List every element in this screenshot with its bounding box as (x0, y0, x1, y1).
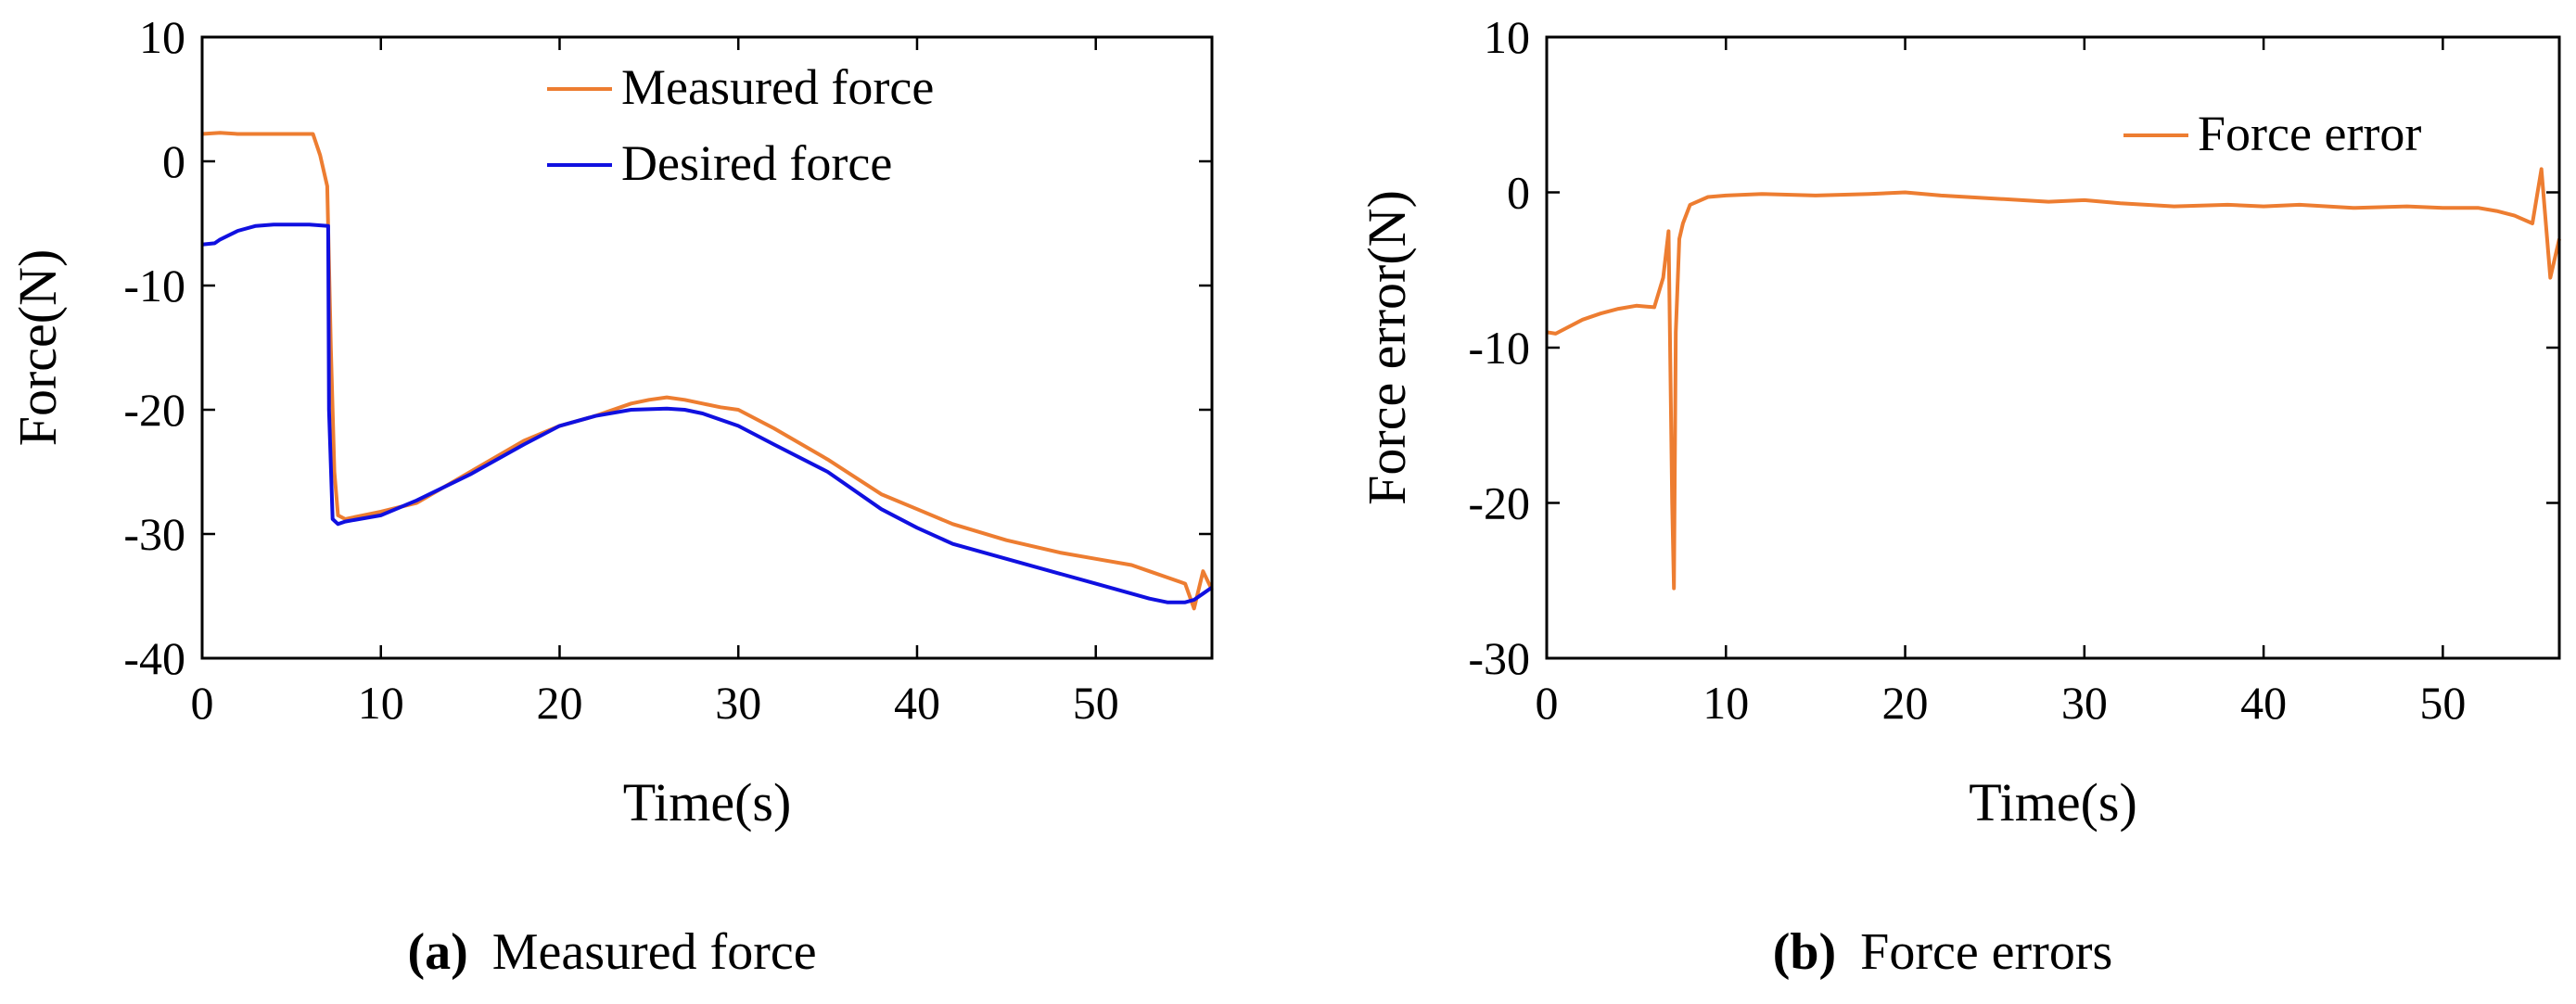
caption-b-letter: b (1790, 923, 1818, 981)
x-tick-label-a-3: 30 (715, 677, 761, 729)
plot-frame-a (200, 35, 1214, 660)
x-tick-label-a-4: 40 (894, 677, 940, 729)
legend-label-b-0: Force error (2198, 106, 2421, 161)
y-tick-label-a-2: -10 (123, 260, 185, 311)
x-tick-label-b-1: 10 (1702, 677, 1749, 729)
chart-force-errors: 0 10 20 30 40 50 10 0 -10 -20 -30 Time(s) Force erro… (1357, 11, 2561, 832)
x-tick-label-a-1: 10 (358, 677, 404, 729)
caption-b: (b) Force errors (1773, 923, 2113, 981)
caption-a-text: Measured force (492, 923, 817, 981)
y-tick-label-a-0: 10 (139, 11, 185, 63)
caption-a: (a) Measured force (407, 923, 816, 981)
x-tick-label-b-3: 30 (2061, 677, 2108, 729)
caption-b-text: Force errors (1860, 923, 2112, 981)
y-tick-label-b-2: -10 (1468, 322, 1530, 374)
y-tick-label-b-0: 10 (1484, 11, 1530, 63)
x-tick-label-b-4: 40 (2240, 677, 2287, 729)
series-line-b-0 (1546, 167, 2561, 591)
caption-a-letter: a (425, 923, 451, 981)
y-tick-label-b-3: -20 (1468, 477, 1530, 529)
y-tick-label-b-1: 0 (1507, 167, 1530, 219)
chart-measured-force: 0 10 20 30 40 50 10 0 -10 -20 -30 -40 Time(s) Force(N… (7, 11, 1214, 832)
x-tick-label-a-2: 20 (536, 677, 582, 729)
series-line-a-1 (201, 222, 1214, 604)
x-tick-label-b-0: 0 (1536, 677, 1559, 729)
y-axis-label-b: Force error(N) (1357, 190, 1417, 505)
legend-label-a-1: Desired force (621, 135, 892, 191)
legend-label-a-0: Measured force (621, 59, 934, 115)
x-tick-label-a-0: 0 (191, 677, 214, 729)
x-tick-label-b-2: 20 (1882, 677, 1929, 729)
x-tick-label-a-5: 50 (1073, 677, 1119, 729)
y-tick-label-a-1: 0 (162, 135, 185, 187)
y-tick-label-b-4: -30 (1468, 632, 1530, 684)
y-tick-label-a-5: -40 (123, 632, 185, 684)
y-tick-label-a-4: -30 (123, 508, 185, 560)
y-axis-label-a: Force(N) (7, 249, 68, 447)
x-axis-label-b: Time(s) (1969, 772, 2137, 832)
x-tick-label-b-5: 50 (2419, 677, 2466, 729)
y-tick-label-a-3: -20 (123, 384, 185, 436)
x-axis-label-a: Time(s) (623, 772, 792, 832)
series-line-a-0 (201, 131, 1214, 611)
